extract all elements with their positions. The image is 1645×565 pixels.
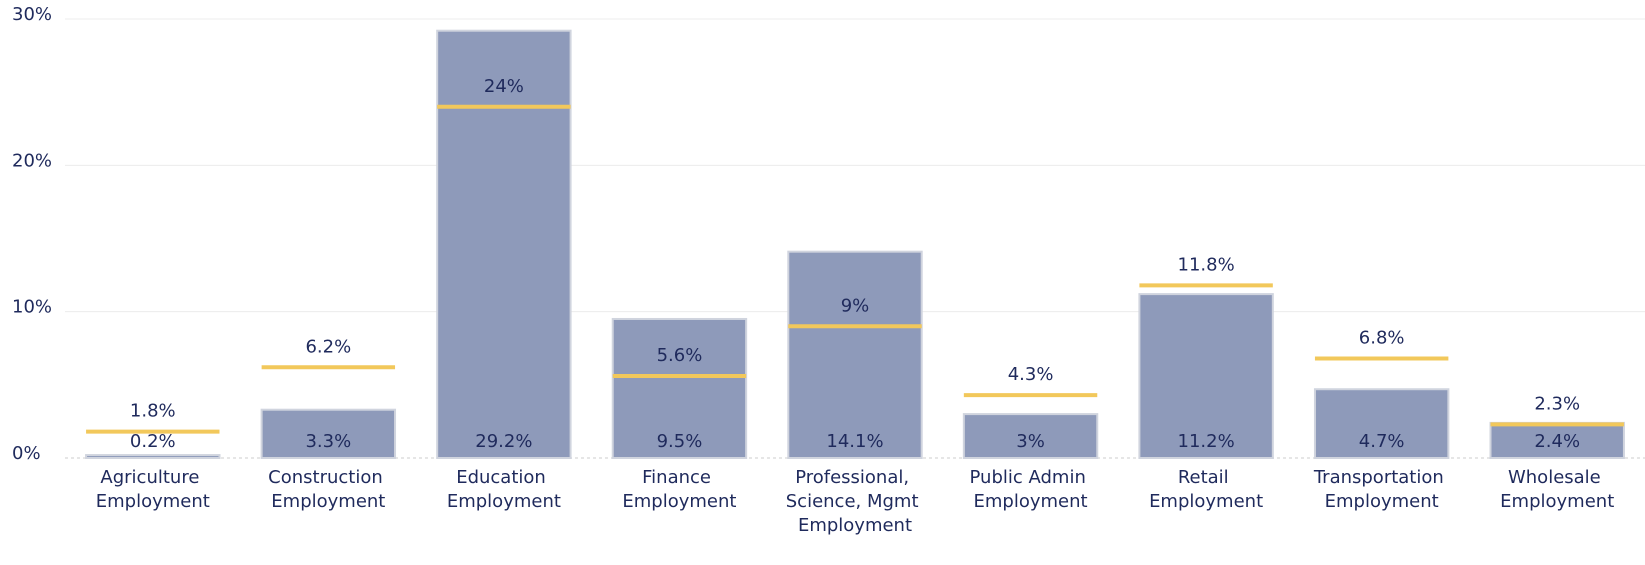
bar [436,29,572,460]
x-tick-label: Public Admin Employment [970,467,1092,512]
x-tick-label: Wholesale Employment [1500,467,1614,512]
bar-value-label: 14.1% [826,431,883,452]
reference-value-label: 6.8% [1359,327,1405,348]
bar [1489,421,1625,460]
bar-value-label: 3% [1016,431,1045,452]
bar [260,408,397,459]
y-tick-label: 30% [12,4,52,25]
reference-value-label: 24% [484,76,524,97]
reference-value-label: 11.8% [1178,254,1235,275]
bar-value-label: 3.3% [305,431,351,452]
x-tick-label: Retail Employment [1149,467,1263,512]
bar-value-label: 0.2% [130,431,176,452]
y-tick-label: 10% [12,297,52,318]
bar [1138,293,1274,459]
x-tick-label: Construction Employment [268,467,388,512]
bar-value-label: 11.2% [1178,431,1235,452]
bar-value-label: 9.5% [657,431,703,452]
reference-value-label: 2.3% [1534,393,1580,414]
x-tick-label: Transportation Employment [1313,467,1450,512]
x-tick-label: Agriculture Employment [96,467,210,512]
bar-value-label: 4.7% [1359,431,1405,452]
x-tick-label: Finance Employment [622,467,736,512]
x-tick-label: Professional, Science, Mgmt Employment [786,467,925,536]
y-tick-label: 20% [12,150,52,171]
reference-value-label: 5.6% [657,345,703,366]
bar-value-label: 29.2% [475,431,532,452]
bar [1313,388,1450,459]
bar [787,250,923,459]
bar [85,454,221,460]
reference-value-label: 4.3% [1008,364,1054,385]
reference-value-label: 6.2% [305,336,351,357]
reference-value-label: 1.8% [130,401,176,422]
x-tick-label: Education Employment [447,467,561,512]
y-tick-label: 0% [12,443,41,464]
reference-value-label: 9% [841,295,870,316]
bar [962,413,1099,460]
bar-value-label: 2.4% [1534,431,1580,452]
bar [611,317,748,459]
